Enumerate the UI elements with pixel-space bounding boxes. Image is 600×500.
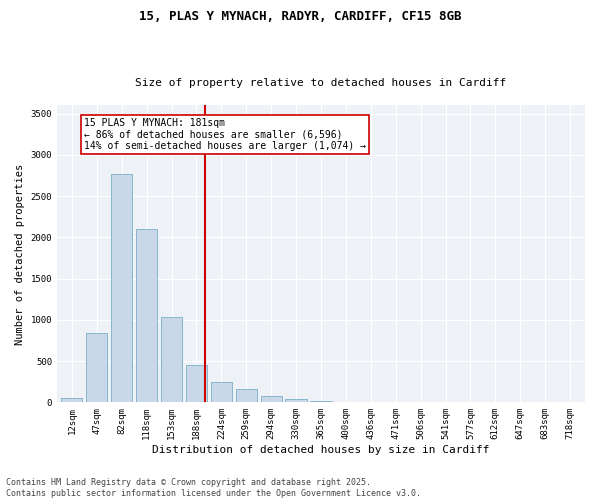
Text: Contains HM Land Registry data © Crown copyright and database right 2025.
Contai: Contains HM Land Registry data © Crown c… [6,478,421,498]
Bar [286,398,307,402]
Y-axis label: Number of detached properties: Number of detached properties [15,164,25,344]
Bar [211,382,232,402]
Bar [136,229,157,402]
Bar [236,389,257,402]
Bar [260,396,282,402]
Bar [161,316,182,402]
Text: 15 PLAS Y MYNACH: 181sqm
← 86% of detached houses are smaller (6,596)
14% of sem: 15 PLAS Y MYNACH: 181sqm ← 86% of detach… [85,118,367,151]
Bar [111,174,132,402]
Bar [61,398,82,402]
X-axis label: Distribution of detached houses by size in Cardiff: Distribution of detached houses by size … [152,445,490,455]
Title: Size of property relative to detached houses in Cardiff: Size of property relative to detached ho… [136,78,506,88]
Bar [86,333,107,402]
Bar [310,400,332,402]
Bar [186,365,207,403]
Text: 15, PLAS Y MYNACH, RADYR, CARDIFF, CF15 8GB: 15, PLAS Y MYNACH, RADYR, CARDIFF, CF15 … [139,10,461,23]
